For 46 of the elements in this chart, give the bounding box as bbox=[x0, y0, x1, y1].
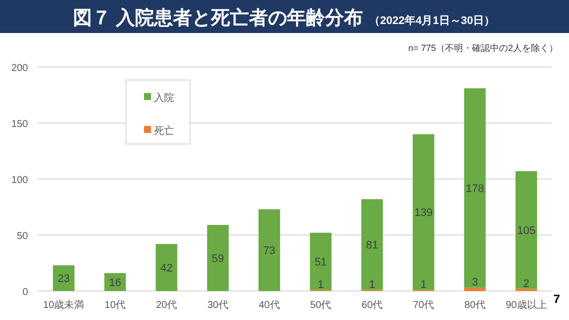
y-tick-label: 100 bbox=[11, 175, 28, 186]
data-label: 178 bbox=[466, 182, 484, 195]
data-label: 59 bbox=[212, 252, 224, 265]
legend-label: 入院 bbox=[154, 92, 174, 104]
x-tick-label: 20代 bbox=[156, 300, 178, 311]
legend-label: 死亡 bbox=[154, 125, 174, 137]
y-tick-label: 50 bbox=[16, 231, 28, 242]
x-tick-label: 10代 bbox=[104, 300, 126, 311]
x-tick-label: 30代 bbox=[207, 300, 228, 311]
bar bbox=[412, 134, 434, 290]
bar bbox=[516, 171, 538, 289]
x-tick-label: 80代 bbox=[464, 300, 486, 311]
text: n= 775（不明・確認中の2人を除く） bbox=[408, 43, 558, 53]
y-tick-label: 200 bbox=[11, 63, 28, 74]
data-label: 42 bbox=[160, 262, 173, 274]
bar bbox=[464, 88, 486, 288]
data-label: 1 bbox=[420, 278, 427, 291]
bar bbox=[258, 209, 280, 291]
x-tick-label: 10歳未満 bbox=[43, 299, 84, 311]
y-tick-label: 0 bbox=[22, 287, 28, 298]
chart-title: 図７ 入院患者と死亡者の年齢分布 bbox=[72, 7, 364, 29]
data-label: 139 bbox=[414, 207, 433, 220]
data-label: 1 bbox=[318, 278, 324, 291]
data-label: 2 bbox=[523, 278, 530, 290]
data-label: 23 bbox=[58, 273, 70, 286]
x-tick-label: 70代 bbox=[412, 300, 434, 311]
x-tick-label: 50代 bbox=[310, 300, 332, 311]
data-label: 1 bbox=[369, 278, 376, 291]
text: 7 bbox=[553, 292, 560, 306]
bar bbox=[310, 232, 332, 290]
chart-subtitle: （2022年4月1日～30日） bbox=[369, 14, 496, 27]
data-label: 51 bbox=[314, 256, 327, 268]
data-label: 3 bbox=[472, 276, 478, 289]
x-tick-label: 40代 bbox=[258, 300, 280, 311]
bar bbox=[156, 244, 178, 291]
x-tick-label: 60代 bbox=[362, 300, 383, 311]
data-label: 81 bbox=[366, 240, 378, 252]
data-label: 105 bbox=[517, 224, 536, 237]
bar bbox=[207, 224, 229, 291]
x-tick-label: 90歳以上 bbox=[506, 299, 547, 311]
data-label: 16 bbox=[108, 277, 122, 290]
bar bbox=[52, 265, 74, 291]
y-tick-label: 150 bbox=[11, 119, 28, 130]
bar bbox=[361, 199, 383, 290]
bar bbox=[464, 288, 486, 291]
data-label: 73 bbox=[263, 245, 276, 258]
